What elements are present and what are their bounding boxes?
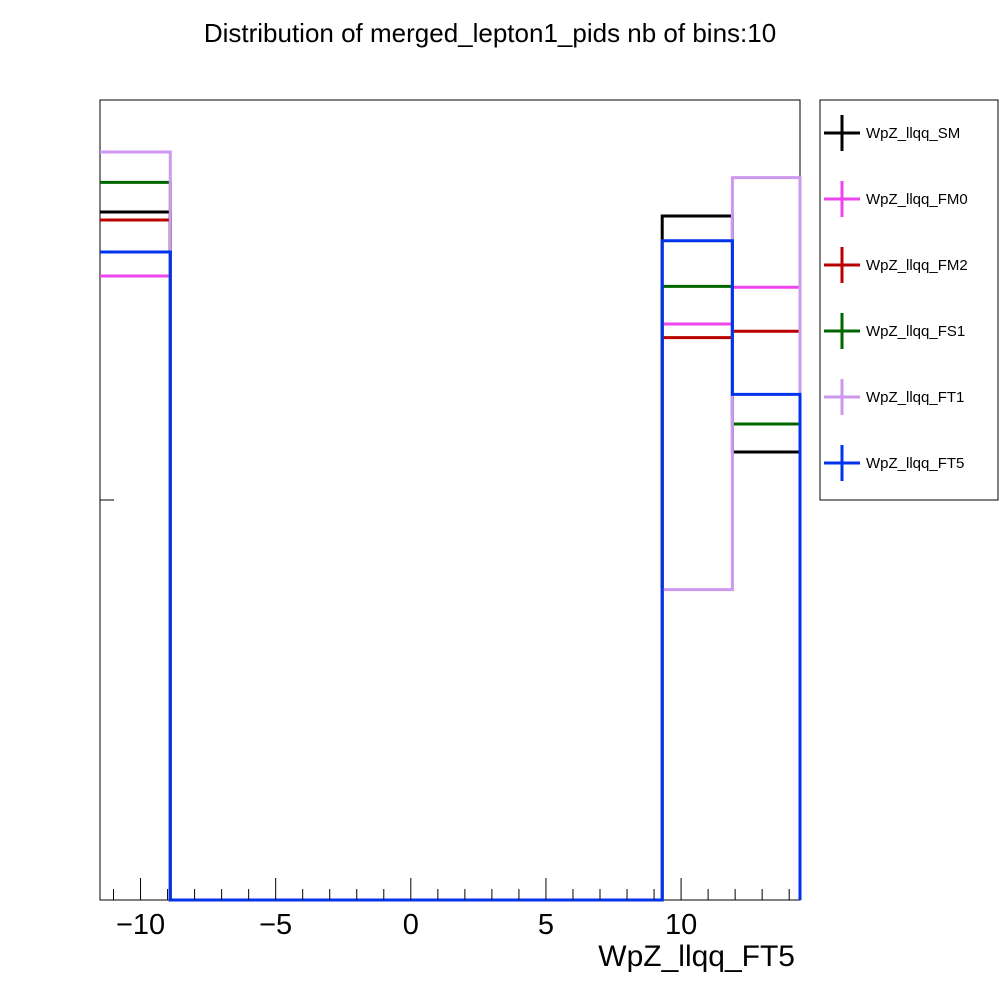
x-tick-label: 5 [538, 909, 554, 941]
legend-entry: WpZ_llqq_FS1 [824, 313, 965, 349]
legend-entry: WpZ_llqq_FM0 [824, 181, 968, 217]
legend-entry: WpZ_llqq_SM [824, 115, 960, 151]
series-line-WpZ_llqq_FT1 [100, 150, 802, 902]
plot-frame [99, 99, 801, 901]
legend-entry: WpZ_llqq_FM2 [824, 247, 968, 283]
legend-label: WpZ_llqq_FT1 [866, 389, 964, 406]
x-axis-title: WpZ_llqq_FT5 [598, 940, 795, 973]
x-tick-label: −10 [116, 909, 165, 941]
series-line-WpZ_llqq_FS1 [100, 180, 802, 902]
legend-label: WpZ_llqq_FM0 [866, 191, 968, 208]
x-tick-label: −5 [259, 909, 292, 941]
series-line-WpZ_llqq_FT5 [100, 239, 802, 902]
legend-label: WpZ_llqq_FM2 [866, 257, 968, 274]
series-line-WpZ_llqq_FM0 [100, 274, 802, 902]
legend: WpZ_llqq_SM WpZ_llqq_FM0 WpZ_llqq_FM2 WpZ_l… [819, 99, 999, 501]
legend-entry: WpZ_llqq_FT1 [824, 379, 964, 415]
x-tick-label: 0 [403, 909, 419, 941]
legend-label: WpZ_llqq_FT5 [866, 455, 964, 472]
series-line-WpZ_llqq_FM2 [100, 218, 802, 902]
legend-label: WpZ_llqq_FS1 [866, 323, 965, 340]
chart-title: Distribution of merged_lepton1_pids nb o… [204, 18, 776, 48]
legend-label: WpZ_llqq_SM [866, 125, 960, 142]
plot-area [100, 150, 802, 902]
x-axis: −10 −5 0 5 10 [100, 499, 790, 941]
series-line-WpZ_llqq_SM [100, 210, 802, 902]
legend-entry: WpZ_llqq_FT5 [824, 445, 964, 481]
x-tick-label: 10 [665, 909, 697, 941]
legend-box [819, 99, 999, 501]
